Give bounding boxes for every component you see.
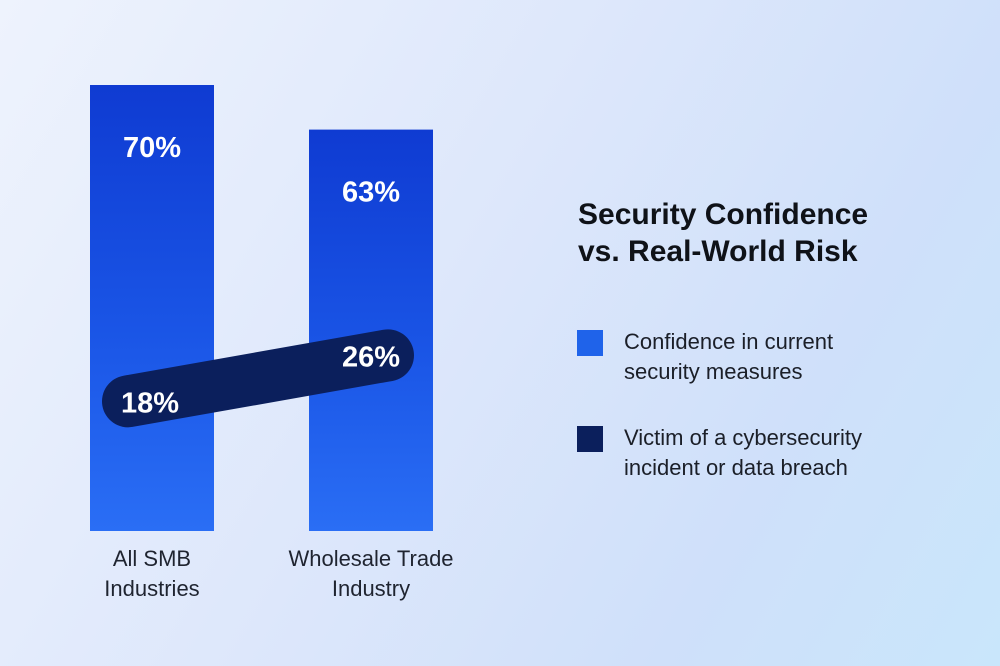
category-label-wholesale-line-2: Industry [332,576,410,601]
legend-swatch-breach [577,426,603,452]
breach-value-label-wholesale: 26% [342,341,400,373]
legend-item-breach: Victim of a cybersecurity incident or da… [577,423,977,519]
legend-label-breach-line-2: incident or data breach [624,455,848,480]
category-label-wholesale-line-1: Wholesale Trade [288,546,453,571]
legend: Confidence in current security measures … [577,327,977,519]
title-line-1: Security Confidence [578,198,869,231]
category-label-all-smb-line-1: All SMB [113,546,191,571]
breach-band [102,329,414,428]
bar-value-label-wholesale: 63% [342,177,400,209]
legend-label-confidence-line-2: security measures [624,359,803,384]
bar-value-label-all-smb: 70% [123,132,181,164]
legend-label-breach-line-1: Victim of a cybersecurity [624,425,863,450]
legend-label-breach: Victim of a cybersecurity incident or da… [624,423,944,483]
bar-chart: 70% 63% 18% 26% All SMB Industries Wholesale… [90,85,454,601]
legend-swatch-confidence [577,330,603,356]
bar-all-smb [90,85,214,531]
legend-item-confidence: Confidence in current security measures [577,327,977,423]
breach-value-label-all-smb: 18% [121,387,179,419]
category-label-all-smb-line-2: Industries [104,576,199,601]
legend-label-confidence-line-1: Confidence in current [624,329,834,354]
chart-title: Security Confidence vs. Real-World Risk [578,196,978,270]
title-line-2: vs. Real-World Risk [578,235,858,268]
legend-label-confidence: Confidence in current security measures [624,327,944,387]
bar-wholesale [309,129,433,531]
